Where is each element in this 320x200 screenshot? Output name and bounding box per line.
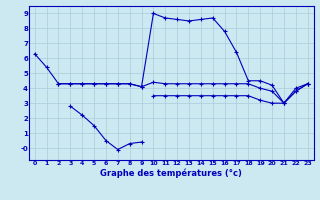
X-axis label: Graphe des températures (°c): Graphe des températures (°c) bbox=[100, 168, 242, 178]
